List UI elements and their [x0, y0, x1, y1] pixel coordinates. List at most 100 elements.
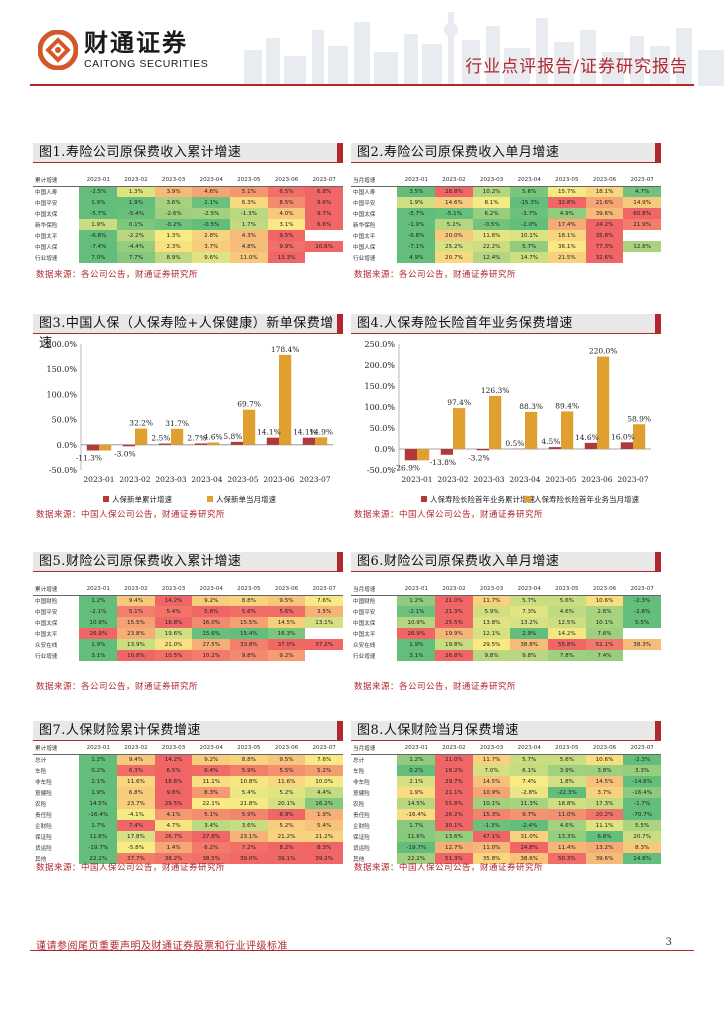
- legend-label-cumulative: 人保新单累计增速: [112, 494, 172, 504]
- table-row: 车险 0.2% 6.3% 6.5% 6.4% 5.9% 5.5% 5.2%: [33, 765, 343, 776]
- column-header: 2023-05: [548, 743, 586, 755]
- table-cell: -22.3%: [548, 787, 586, 798]
- bar-monthly: [633, 424, 646, 449]
- table-cell: 5.2%: [305, 765, 343, 776]
- table-cell: 3.8%: [585, 765, 624, 776]
- fig1-heat-table: 累计增速 2023-01 2023-02 2023-03 2023-04 2023-05 2…: [33, 175, 343, 263]
- table-cell: 9.6%: [192, 252, 231, 263]
- row-label: 行业增速: [353, 255, 376, 262]
- bar-cumulative: [476, 449, 489, 451]
- figure-2-source: 数据来源：各公司公告，财通证券研究所: [354, 270, 517, 280]
- table-cell: 37.7%: [117, 853, 155, 864]
- table-cell: -0.5%: [472, 219, 511, 230]
- figure-6-title: 图6.财险公司原保费收入单月增速: [351, 552, 661, 572]
- table-cell: 8.2%: [267, 842, 306, 853]
- table-cell: -2.5%: [192, 208, 231, 219]
- column-header: 2023-02: [435, 743, 473, 755]
- table-cell: 38.6%: [510, 853, 549, 864]
- table-cell: 10.9%: [79, 617, 118, 628]
- table-cell: 13.3%: [267, 252, 306, 263]
- figure-4: 图4.人保寿险长险首年业务保费增速 250.0% 200.0% 150.0% 100.…: [351, 314, 661, 518]
- table-cell: 3.9%: [548, 765, 586, 776]
- table-cell: 50.3%: [548, 853, 586, 864]
- column-header: 2023-02: [117, 175, 155, 187]
- table-cell: 5.4%: [154, 606, 193, 617]
- row-label: 农险: [353, 801, 365, 808]
- table-cell: 25.2%: [435, 241, 473, 252]
- table-cell: 55.8%: [548, 639, 586, 650]
- table-cell: 5.5%: [623, 820, 661, 831]
- table-cell: 0.1%: [117, 219, 155, 230]
- table-row: 中国平安 -2.1% 21.3% 5.9% 7.3% 4.6% 2.6% -2.8%: [351, 606, 661, 617]
- row-label: 中国太平: [353, 233, 376, 240]
- data-label-cumulative: -3.2%: [468, 453, 490, 462]
- table-cell: 9.2%: [192, 754, 231, 765]
- x-tick-label: 2023-04: [191, 475, 222, 484]
- y-tick-label: 50.0%: [370, 424, 396, 433]
- table-cell: 22.2%: [79, 853, 118, 864]
- table-row: 中国人保 -7.1% 25.2% 22.2% 5.7% 36.1% 77.3% 12.8%: [351, 241, 661, 252]
- table-cell: 5.9%: [230, 765, 268, 776]
- table-cell: 11.4%: [548, 842, 586, 853]
- x-tick-label: 2023-05: [545, 475, 576, 484]
- table-cell: 36.1%: [548, 241, 586, 252]
- table-cell: 5.7%: [510, 754, 549, 765]
- table-cell: 21.5%: [548, 252, 586, 263]
- column-header: 2023-07: [623, 584, 661, 596]
- table-cell: 3.5%: [397, 186, 436, 197]
- table-cell: 1.7%: [79, 820, 118, 831]
- table-cell: 5.7%: [510, 595, 549, 606]
- table-cell: 26.9%: [79, 628, 118, 639]
- table-cell: -19.7%: [397, 842, 436, 853]
- table-row: 其他 22.2% 51.3% 35.8% 38.6% 50.3% 39.6% 14.8%: [351, 853, 661, 864]
- table-cell: 17.8%: [117, 831, 155, 842]
- table-cell: 11.6%: [397, 831, 436, 842]
- table-cell: 10.6%: [585, 754, 624, 765]
- bar-monthly: [453, 408, 466, 449]
- table-cell: 10.1%: [472, 798, 511, 809]
- row-label: 中国人寿: [35, 189, 58, 196]
- row-label: 保证险: [353, 834, 370, 841]
- table-cell: 10.1%: [585, 617, 624, 628]
- table-row: 其他 22.2% 37.7% 38.2% 38.5% 39.0% 39.1% 39.2%: [33, 853, 343, 864]
- table-cell: -6.8%: [397, 230, 436, 241]
- row-label: 众安在线: [353, 642, 376, 649]
- table-cell: -2.1%: [79, 606, 118, 617]
- row-label: 中国人保: [35, 244, 58, 251]
- legend-swatch-monthly: [525, 496, 531, 502]
- legend-swatch-cumulative: [421, 496, 427, 502]
- data-label-monthly: 32.2%: [129, 419, 153, 428]
- table-row: 中国太平 26.9% 23.8% 19.6% 15.6% 15.4% 16.3%: [33, 628, 343, 639]
- data-label-cumulative: 2.7%: [187, 433, 206, 442]
- table-cell: 21.9%: [623, 219, 661, 230]
- figure-2: 图2.寿险公司原保费收入单月增速 当月增速 2023-01 2023-02 2023-…: [351, 143, 661, 265]
- table-cell: 52.1%: [585, 639, 624, 650]
- report-type-label: 行业点评报告/证券研究报告: [465, 57, 688, 77]
- table-cell: 6.8%: [305, 186, 343, 197]
- table-cell: [623, 230, 661, 241]
- bar-monthly: [597, 356, 610, 449]
- legend-label-monthly: 人保新单当月增速: [216, 494, 276, 504]
- table-cell: -5.8%: [117, 842, 155, 853]
- table-cell: 5.1%: [117, 606, 155, 617]
- table-cell: 26.2%: [435, 809, 473, 820]
- figure-6-table: 当月增速 2023-01 2023-02 2023-03 2023-04 2023-05 2…: [351, 584, 661, 664]
- table-cell: -14.6%: [623, 776, 661, 787]
- column-header: 2023-04: [510, 175, 549, 187]
- table-cell: 20.1%: [267, 798, 306, 809]
- table-cell: -7.1%: [397, 241, 436, 252]
- table-cell: 11.1%: [585, 820, 624, 831]
- table-cell: 26.7%: [154, 831, 193, 842]
- table-cell: -15.3%: [510, 197, 549, 208]
- bar-monthly: [207, 442, 220, 445]
- figure-7-source: 数据来源：中国人保公司公告，财通证券研究所: [36, 863, 226, 873]
- table-cell: 2.6%: [585, 606, 624, 617]
- figure-6: 图6.财险公司原保费收入单月增速 当月增速 2023-01 2023-02 2023-…: [351, 552, 661, 664]
- table-row: 货运险 -19.7% -5.8% 1.4% 6.2% 7.2% 8.2% 8.3%: [33, 842, 343, 853]
- table-cell: 21.0%: [154, 639, 193, 650]
- table-row: 责任险 -16.4% 26.2% 15.3% 9.7% 11.0% 20.2% -70.7%: [351, 809, 661, 820]
- table-corner-label: 累计增速: [33, 175, 80, 187]
- table-cell: 23.1%: [230, 831, 268, 842]
- row-label: 中国人寿: [353, 189, 376, 196]
- column-header: 2023-05: [230, 584, 268, 596]
